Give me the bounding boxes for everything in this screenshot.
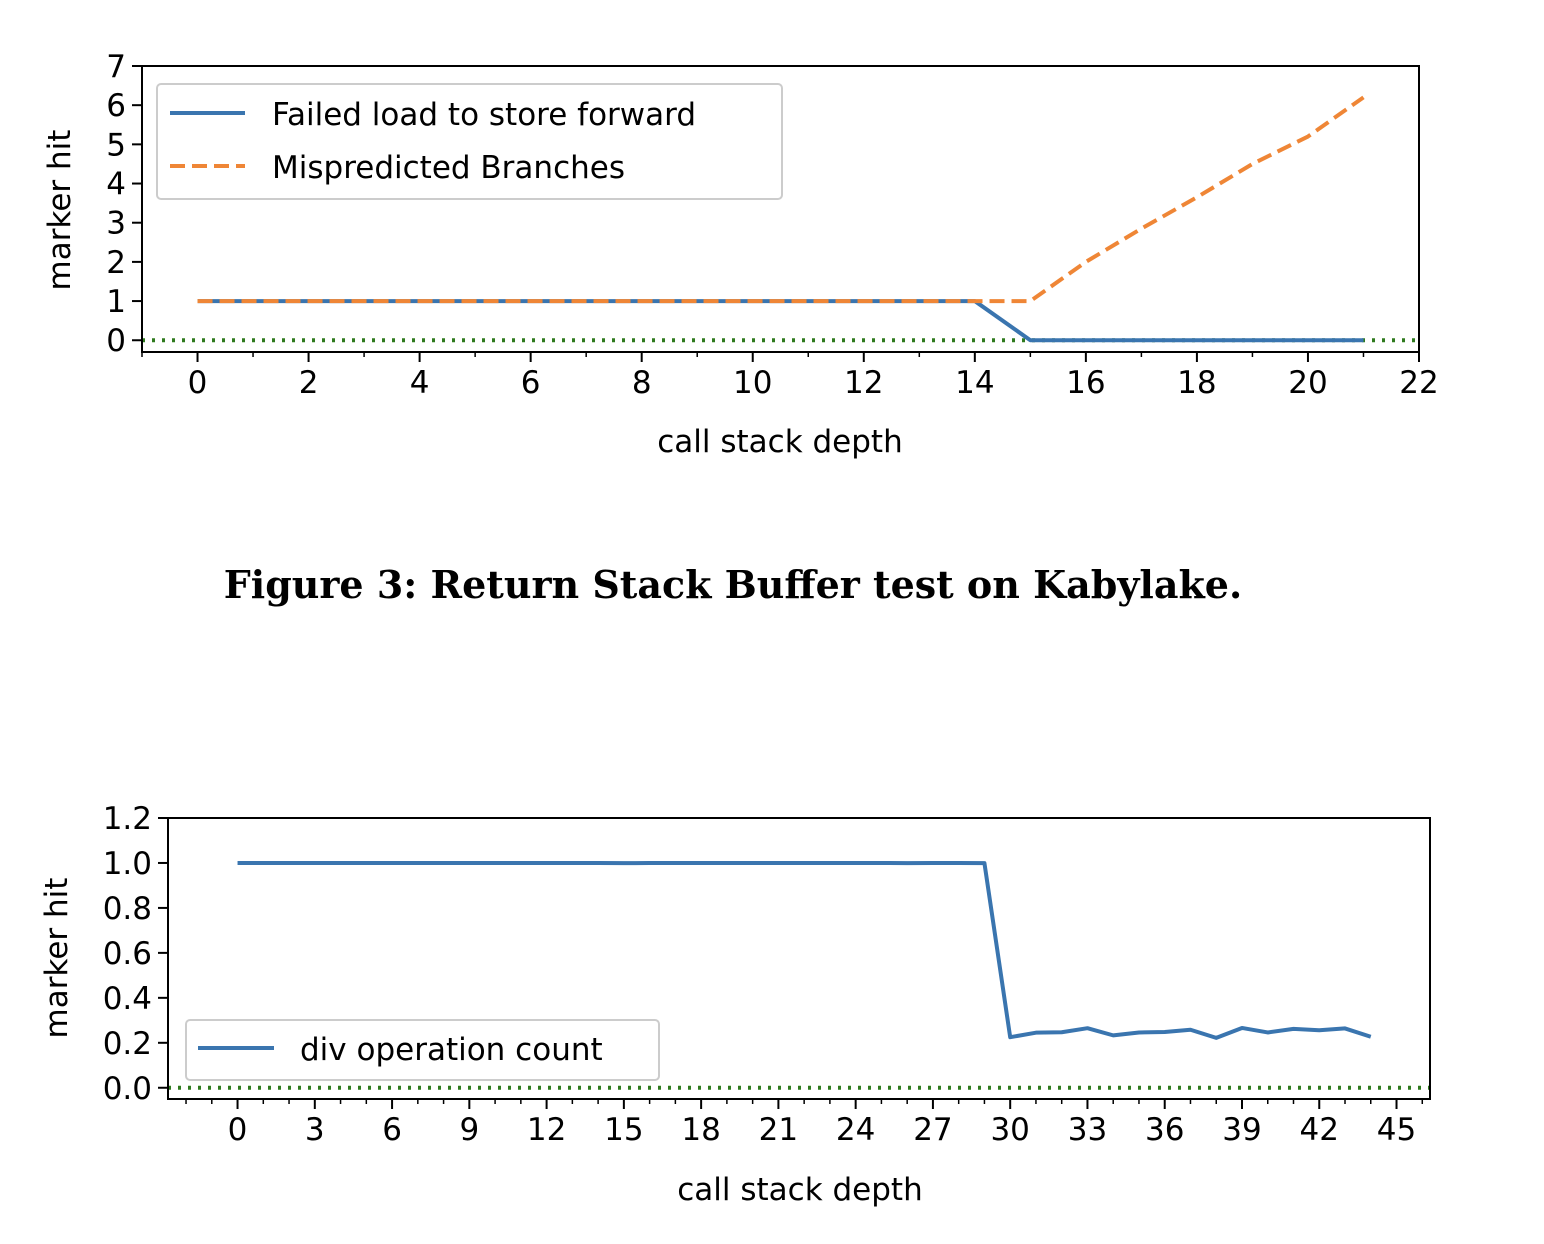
x-tick-label: 42 <box>1300 1112 1339 1148</box>
x-tick-label: 6 <box>521 365 541 401</box>
axes-frame <box>141 65 1420 353</box>
legend: Failed load to store forward Mispredicte… <box>156 83 783 200</box>
x-axis-label: call stack depth <box>657 424 903 460</box>
series-line-0 <box>237 860 1372 1040</box>
x-tick-label: 22 <box>1399 365 1438 401</box>
x-tick-label: 12 <box>844 365 883 401</box>
x-tick-label: 4 <box>410 365 430 401</box>
y-tick-label: 0.0 <box>103 1071 152 1107</box>
x-tick-label: 8 <box>632 365 652 401</box>
x-tick-label: 6 <box>382 1112 402 1148</box>
y-tick-label: 1.0 <box>103 846 152 882</box>
x-tick-label: 14 <box>955 365 994 401</box>
y-tick-label: 2 <box>106 245 126 281</box>
y-tick-label: 7 <box>106 49 126 85</box>
x-tick-label: 18 <box>681 1112 720 1148</box>
y-tick-label: 3 <box>106 206 126 242</box>
x-tick-label: 0 <box>228 1112 248 1148</box>
legend: div operation count <box>185 1019 660 1081</box>
tick-group: 0 3 6 9 12 15 18 21 24 27 30 33 36 39 42 450.00.20.40.6… <box>103 801 1424 1148</box>
x-tick-label: 27 <box>913 1112 952 1148</box>
x-tick-label: 20 <box>1288 365 1327 401</box>
y-tick-label: 0 <box>106 323 126 359</box>
x-tick-label: 10 <box>733 365 772 401</box>
x-tick-label: 12 <box>527 1112 566 1148</box>
plot-area <box>168 860 1430 1090</box>
y-tick-label: 5 <box>106 127 126 163</box>
legend-box <box>185 1019 660 1081</box>
legend-label-div-operation: div operation count <box>300 1032 603 1068</box>
y-tick-label: 4 <box>106 167 126 203</box>
y-tick-label: 6 <box>106 88 126 124</box>
x-tick-label: 3 <box>305 1112 325 1148</box>
x-tick-label: 24 <box>836 1112 875 1148</box>
y-tick-label: 1 <box>106 284 126 320</box>
axes-frame <box>167 817 1431 1100</box>
x-tick-label: 18 <box>1177 365 1216 401</box>
x-tick-label: 39 <box>1222 1112 1261 1148</box>
legend-label-failed-load: Failed load to store forward <box>272 97 696 133</box>
y-axis-label-text: marker hit <box>42 130 78 291</box>
legend-label-mispredicted: Mispredicted Branches <box>272 150 625 186</box>
y-axis-label: marker hit <box>42 130 78 291</box>
chart-div-operation: marker hit call stack depth 0 3 6 9 12 15 18 21… <box>39 801 1431 1208</box>
x-tick-label: 9 <box>459 1112 479 1148</box>
x-tick-label: 21 <box>759 1112 798 1148</box>
y-tick-label: 0.4 <box>103 981 152 1017</box>
x-tick-label: 15 <box>604 1112 643 1148</box>
y-axis-label-text: marker hit <box>39 878 75 1039</box>
figure-caption: Figure 3: Return Stack Buffer test on Ka… <box>223 562 1243 607</box>
series-line-0 <box>197 299 1364 343</box>
x-tick-label: 45 <box>1377 1112 1416 1148</box>
series-line-1 <box>197 95 1365 304</box>
chart-rsb-kabylake: marker hit call stack depth 0 2 4 6 8 10 12 14 1… <box>42 49 1439 460</box>
x-tick-label: 33 <box>1068 1112 1107 1148</box>
y-tick-label: 0.8 <box>103 891 152 927</box>
x-tick-label: 36 <box>1145 1112 1184 1148</box>
y-tick-label: 0.6 <box>103 936 152 972</box>
legend-box <box>156 83 783 200</box>
x-tick-label: 30 <box>990 1112 1029 1148</box>
y-axis-label: marker hit <box>39 878 75 1039</box>
y-tick-label: 1.2 <box>103 801 152 837</box>
x-tick-label: 0 <box>188 365 208 401</box>
plot-area <box>142 95 1419 343</box>
x-tick-label: 16 <box>1066 365 1105 401</box>
x-axis-label: call stack depth <box>677 1172 923 1208</box>
x-tick-label: 2 <box>299 365 319 401</box>
y-tick-label: 0.2 <box>103 1026 152 1062</box>
